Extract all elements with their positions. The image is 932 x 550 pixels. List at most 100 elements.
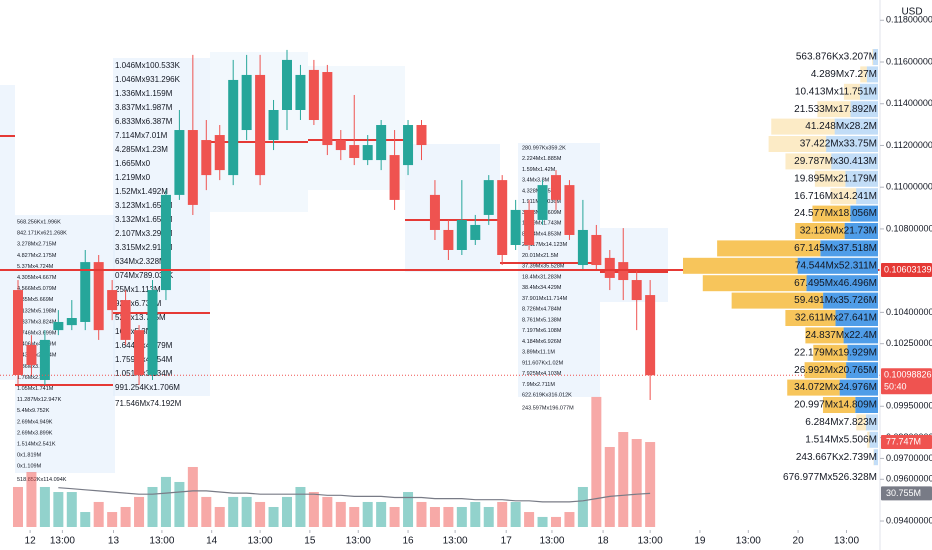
x-tick-label: 13:00	[638, 536, 663, 547]
profile-buy-bar	[856, 414, 866, 431]
session-level-label: 5.337Mx3.824M	[17, 319, 57, 325]
volume-ma-line	[58, 487, 651, 503]
candle-body	[362, 145, 373, 161]
volume-bar	[429, 506, 440, 527]
session-level-label: 20.01Mx21.5M	[522, 253, 559, 259]
profile-row-label: 563.876Kx3.207M	[796, 52, 877, 63]
volume-bar	[483, 506, 494, 527]
volume-bar	[497, 501, 508, 527]
profile-sell-bar	[823, 292, 878, 309]
last-price-badge	[881, 368, 932, 395]
candle-body	[429, 194, 440, 230]
profile-sell-bar	[869, 431, 878, 448]
profile-sell-bar	[855, 397, 878, 413]
candle-body	[241, 74, 252, 131]
x-tick-label: 13:00	[248, 536, 273, 547]
y-tick-label: 0.11400000	[886, 98, 932, 108]
profile-sell-bar	[865, 414, 878, 431]
session-level-label: 568.256Kx1.996K	[17, 219, 61, 225]
volume-ma-label: 30.755M	[886, 488, 921, 498]
profile-row-label: 29.787Mx30.413M	[794, 156, 877, 167]
candle-body	[349, 145, 360, 158]
session-level-label: 18.4Mx31.283M	[522, 274, 562, 280]
x-tick-label: 13:00	[50, 536, 75, 547]
profile-buy-bar	[817, 101, 851, 118]
session-level-label: 5.4Mx9.752K	[17, 408, 50, 414]
session-level-label: 991.254Kx1.706M	[115, 383, 180, 392]
x-tick-label: 18	[598, 536, 610, 547]
y-tick-label: 0.09700000	[886, 453, 932, 463]
session-level-label: 3.89Mx11.1M	[522, 350, 555, 356]
volume-bar	[12, 486, 23, 527]
profile-sell-bar	[859, 83, 878, 100]
profile-sell-bar	[846, 362, 878, 379]
volume-bar	[349, 506, 360, 527]
volume-bar	[93, 501, 104, 527]
candle-body	[39, 339, 50, 380]
session-level-label: 2.107Mx3.296M	[115, 229, 173, 238]
profile-buy-bar	[843, 83, 860, 100]
session-level-label: 11.287Mx12.947K	[17, 397, 62, 403]
candle-body	[322, 72, 333, 146]
profile-sell-bar	[820, 240, 878, 257]
candle-body	[335, 140, 346, 151]
candle-body	[470, 224, 481, 240]
last-price-label: 0.10098826	[884, 370, 932, 380]
volume-bar	[255, 501, 266, 527]
session-level-label: 1.59Mx1.42M	[522, 167, 556, 173]
y-tick-label: 0.10400000	[886, 307, 932, 317]
session-level-label: 3.746Mx3.699M	[17, 330, 57, 336]
x-tick-label: 13:00	[346, 536, 371, 547]
profile-row-label: 22.179Mx19.929M	[794, 347, 877, 358]
candle-body	[120, 300, 131, 340]
session-level-label: 074Mx789.036K	[115, 271, 174, 280]
profile-buy-bar	[785, 310, 836, 326]
profile-sell-bar	[873, 49, 878, 65]
profile-buy-bar	[731, 292, 824, 309]
plot-area: 568.256Kx1.996K 842.171Kx621.268K 3.278Mx2…	[0, 49, 880, 527]
session-level-label: 1.046Mx100.533K	[115, 61, 181, 70]
candle-body	[80, 262, 91, 322]
x-tick-label: 12	[25, 536, 37, 547]
candle-body	[537, 185, 548, 220]
profile-buy-bar	[768, 136, 827, 152]
candle-body	[564, 185, 575, 235]
volume-bar	[564, 512, 575, 527]
profile-row-label: 20.997Mx14.809M	[794, 400, 877, 411]
session-level-label: 634Mx2.328M	[115, 257, 166, 266]
session-total-label: 71.546Mx74.192M	[115, 399, 182, 408]
session-level-label: 1.52Mx1.492M	[115, 187, 168, 196]
volume-label: 77.747M	[886, 436, 921, 446]
profile-sell-bar	[850, 205, 878, 222]
countdown-label: 50:40	[884, 382, 907, 392]
volume-bar	[160, 476, 171, 527]
session-level-label: 3.4Mx3.8M	[522, 178, 550, 184]
profile-sell-bar	[856, 188, 878, 205]
session-total-label: 518.852Kx114.094K	[17, 477, 67, 483]
y-tick-label: 0.10250000	[886, 338, 932, 348]
candle-body	[187, 130, 198, 205]
session-level-label: 1.046Mx931.296K	[115, 75, 181, 84]
session-level-label: 1.514Mx2.541K	[17, 441, 56, 447]
profile-total-label: 676.977Mx526.328M	[783, 472, 877, 483]
x-tick-label: 17	[501, 536, 513, 547]
session-level-label: 911.607Kx1.02M	[522, 360, 564, 366]
candle-body	[443, 229, 454, 250]
x-tick-label: 13	[108, 536, 120, 547]
currency: USD	[901, 7, 922, 18]
profile-row-label: 32.611Mx27.641M	[795, 313, 877, 324]
volume-bar	[524, 512, 535, 527]
session-level-label: 8.761Mx5.138M	[522, 317, 562, 323]
candle-body	[389, 155, 400, 200]
candle-body	[308, 69, 319, 121]
profile-buy-bar	[822, 397, 856, 413]
x-tick-label: 20	[793, 536, 805, 547]
session-level-label: 23.117Mx14.123M	[522, 242, 568, 248]
profile-row-label: 243.667Kx2.739M	[796, 452, 877, 463]
volume-bar	[604, 446, 615, 527]
x-tick-label: 19	[694, 536, 706, 547]
profile-row-label: 4.289Mx7.27M	[811, 69, 877, 80]
profile-sell-bar	[843, 327, 878, 344]
volume-bar	[510, 501, 521, 527]
candle-body	[134, 330, 145, 375]
